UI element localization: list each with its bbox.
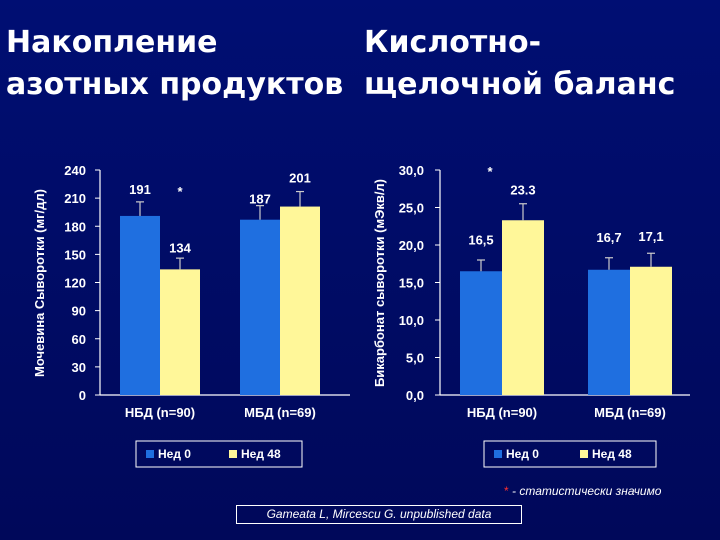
legend-swatch bbox=[580, 450, 588, 458]
legend-label: Нед 0 bbox=[506, 447, 539, 461]
category-label: НБД (n=90) bbox=[125, 405, 195, 420]
y-axis-label: Мочевина Сыворотки (мг/дл) bbox=[32, 189, 47, 377]
data-label: 134 bbox=[169, 240, 191, 255]
data-label: 23.3 bbox=[510, 182, 535, 197]
y-tick-label: 150 bbox=[64, 247, 86, 262]
data-label: 201 bbox=[289, 171, 311, 186]
y-tick-label: 20,0 bbox=[399, 238, 424, 253]
bar bbox=[160, 269, 200, 395]
y-tick-label: 15,0 bbox=[399, 276, 424, 291]
bar bbox=[588, 269, 630, 395]
y-tick-label: 30,0 bbox=[399, 163, 424, 178]
footnote-star: * bbox=[504, 484, 509, 498]
title-right: Кислотно- щелочной баланс bbox=[364, 22, 675, 106]
y-tick-label: 25,0 bbox=[399, 201, 424, 216]
bar bbox=[240, 219, 280, 395]
bar bbox=[460, 271, 502, 395]
y-tick-label: 10,0 bbox=[399, 313, 424, 328]
y-tick-label: 120 bbox=[64, 276, 86, 291]
data-label: 191 bbox=[129, 182, 151, 197]
bar bbox=[280, 206, 320, 395]
category-label: НБД (n=90) bbox=[467, 405, 537, 420]
y-tick-label: 30 bbox=[72, 360, 86, 375]
title-left-line2: азотных продуктов bbox=[6, 67, 344, 102]
legend-label: Нед 0 bbox=[158, 447, 191, 461]
bar bbox=[502, 220, 544, 395]
legend-swatch bbox=[229, 450, 237, 458]
data-label: 16,5 bbox=[468, 232, 493, 247]
legend-swatch bbox=[146, 450, 154, 458]
y-tick-label: 60 bbox=[72, 332, 86, 347]
title-left-line1: Накопление bbox=[6, 25, 218, 60]
significance-star: * bbox=[487, 164, 493, 179]
bar bbox=[630, 266, 672, 395]
title-right-line2: щелочной баланс bbox=[364, 67, 676, 102]
y-tick-label: 0 bbox=[79, 388, 86, 403]
y-tick-label: 5,0 bbox=[406, 351, 424, 366]
legend-box bbox=[135, 440, 303, 468]
y-tick-label: 210 bbox=[64, 191, 86, 206]
bar bbox=[120, 215, 160, 395]
title-left: Накопление азотных продуктов bbox=[6, 22, 343, 106]
footnote: * - статистически значимо bbox=[504, 484, 661, 498]
data-label: 17,1 bbox=[638, 229, 663, 244]
y-axis-label: Бикарбонат сыворотки (мЭкв/л) bbox=[372, 179, 387, 387]
footnote-text: - статистически значимо bbox=[508, 484, 662, 498]
legend-label: Нед 48 bbox=[241, 447, 281, 461]
legend-box bbox=[483, 440, 657, 468]
legend-swatch bbox=[494, 450, 502, 458]
data-label: 16,7 bbox=[596, 230, 621, 245]
source-citation: Gameata L, Mircescu G. unpublished data bbox=[236, 505, 522, 524]
y-tick-label: 0,0 bbox=[406, 388, 424, 403]
category-label: МБД (n=69) bbox=[244, 405, 316, 420]
significance-star: * bbox=[177, 184, 183, 199]
title-right-line1: Кислотно- bbox=[364, 25, 542, 60]
data-label: 187 bbox=[249, 192, 271, 207]
y-tick-label: 240 bbox=[64, 163, 86, 178]
y-tick-label: 90 bbox=[72, 304, 86, 319]
category-label: МБД (n=69) bbox=[594, 405, 666, 420]
y-tick-label: 180 bbox=[64, 219, 86, 234]
legend-label: Нед 48 bbox=[592, 447, 632, 461]
